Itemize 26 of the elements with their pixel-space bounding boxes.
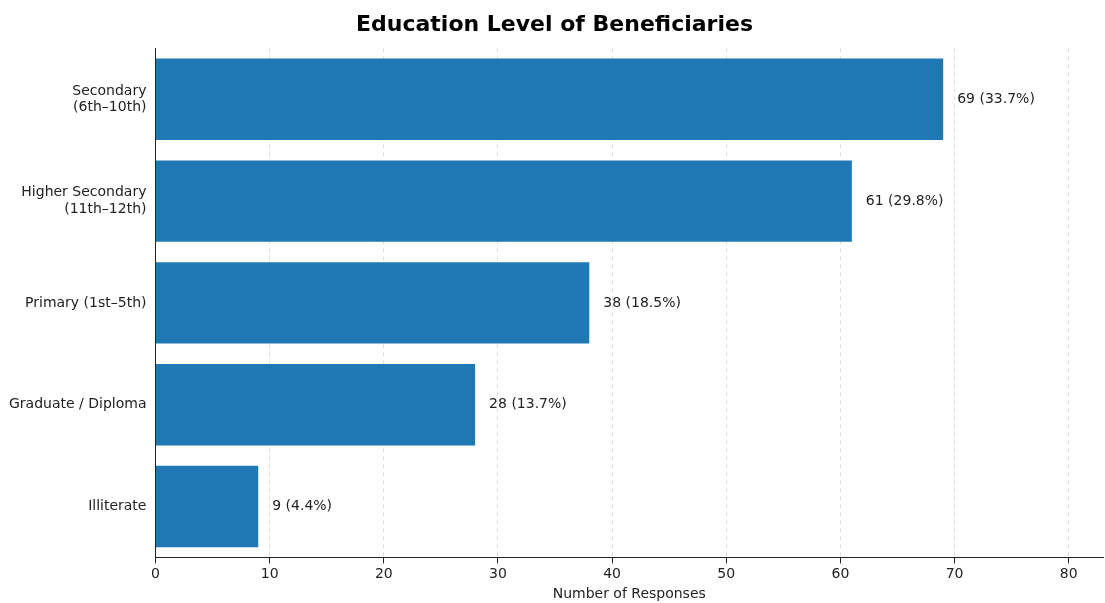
x-tick-label: 0 — [151, 565, 160, 582]
data-label: 61 (29.8%) — [865, 191, 944, 208]
y-tick-label: Primary (1st–5th) — [25, 293, 147, 310]
x-tick-label: 70 — [945, 565, 964, 582]
x-tick-label: 30 — [489, 565, 507, 582]
bar — [155, 262, 590, 344]
x-tick-label: 60 — [831, 565, 850, 582]
data-label: 28 (13.7%) — [489, 395, 567, 412]
y-tick-label: Secondary (6th–10th) — [72, 81, 147, 115]
x-tick-label: 50 — [717, 565, 736, 582]
x-axis-title: Number of Responses — [552, 585, 706, 602]
y-tick-label: Higher Secondary (11th–12th) — [21, 183, 147, 217]
data-label: 9 (4.4%) — [272, 497, 333, 514]
data-label: 69 (33.7%) — [957, 89, 1035, 106]
bar — [155, 160, 852, 242]
x-tick-label: 80 — [1059, 565, 1078, 582]
x-tick-label: 40 — [603, 565, 622, 582]
y-tick-label: Graduate / Diploma — [8, 395, 147, 412]
x-tick-label: 20 — [374, 565, 393, 582]
y-tick-label: Illiterate — [88, 497, 147, 514]
bar — [155, 465, 259, 548]
data-label: 38 (18.5%) — [603, 293, 681, 310]
x-tick-label: 10 — [260, 565, 279, 582]
bar — [155, 58, 944, 141]
chart-title: Education Level of Beneficiaries — [356, 10, 753, 36]
bar — [155, 363, 476, 446]
